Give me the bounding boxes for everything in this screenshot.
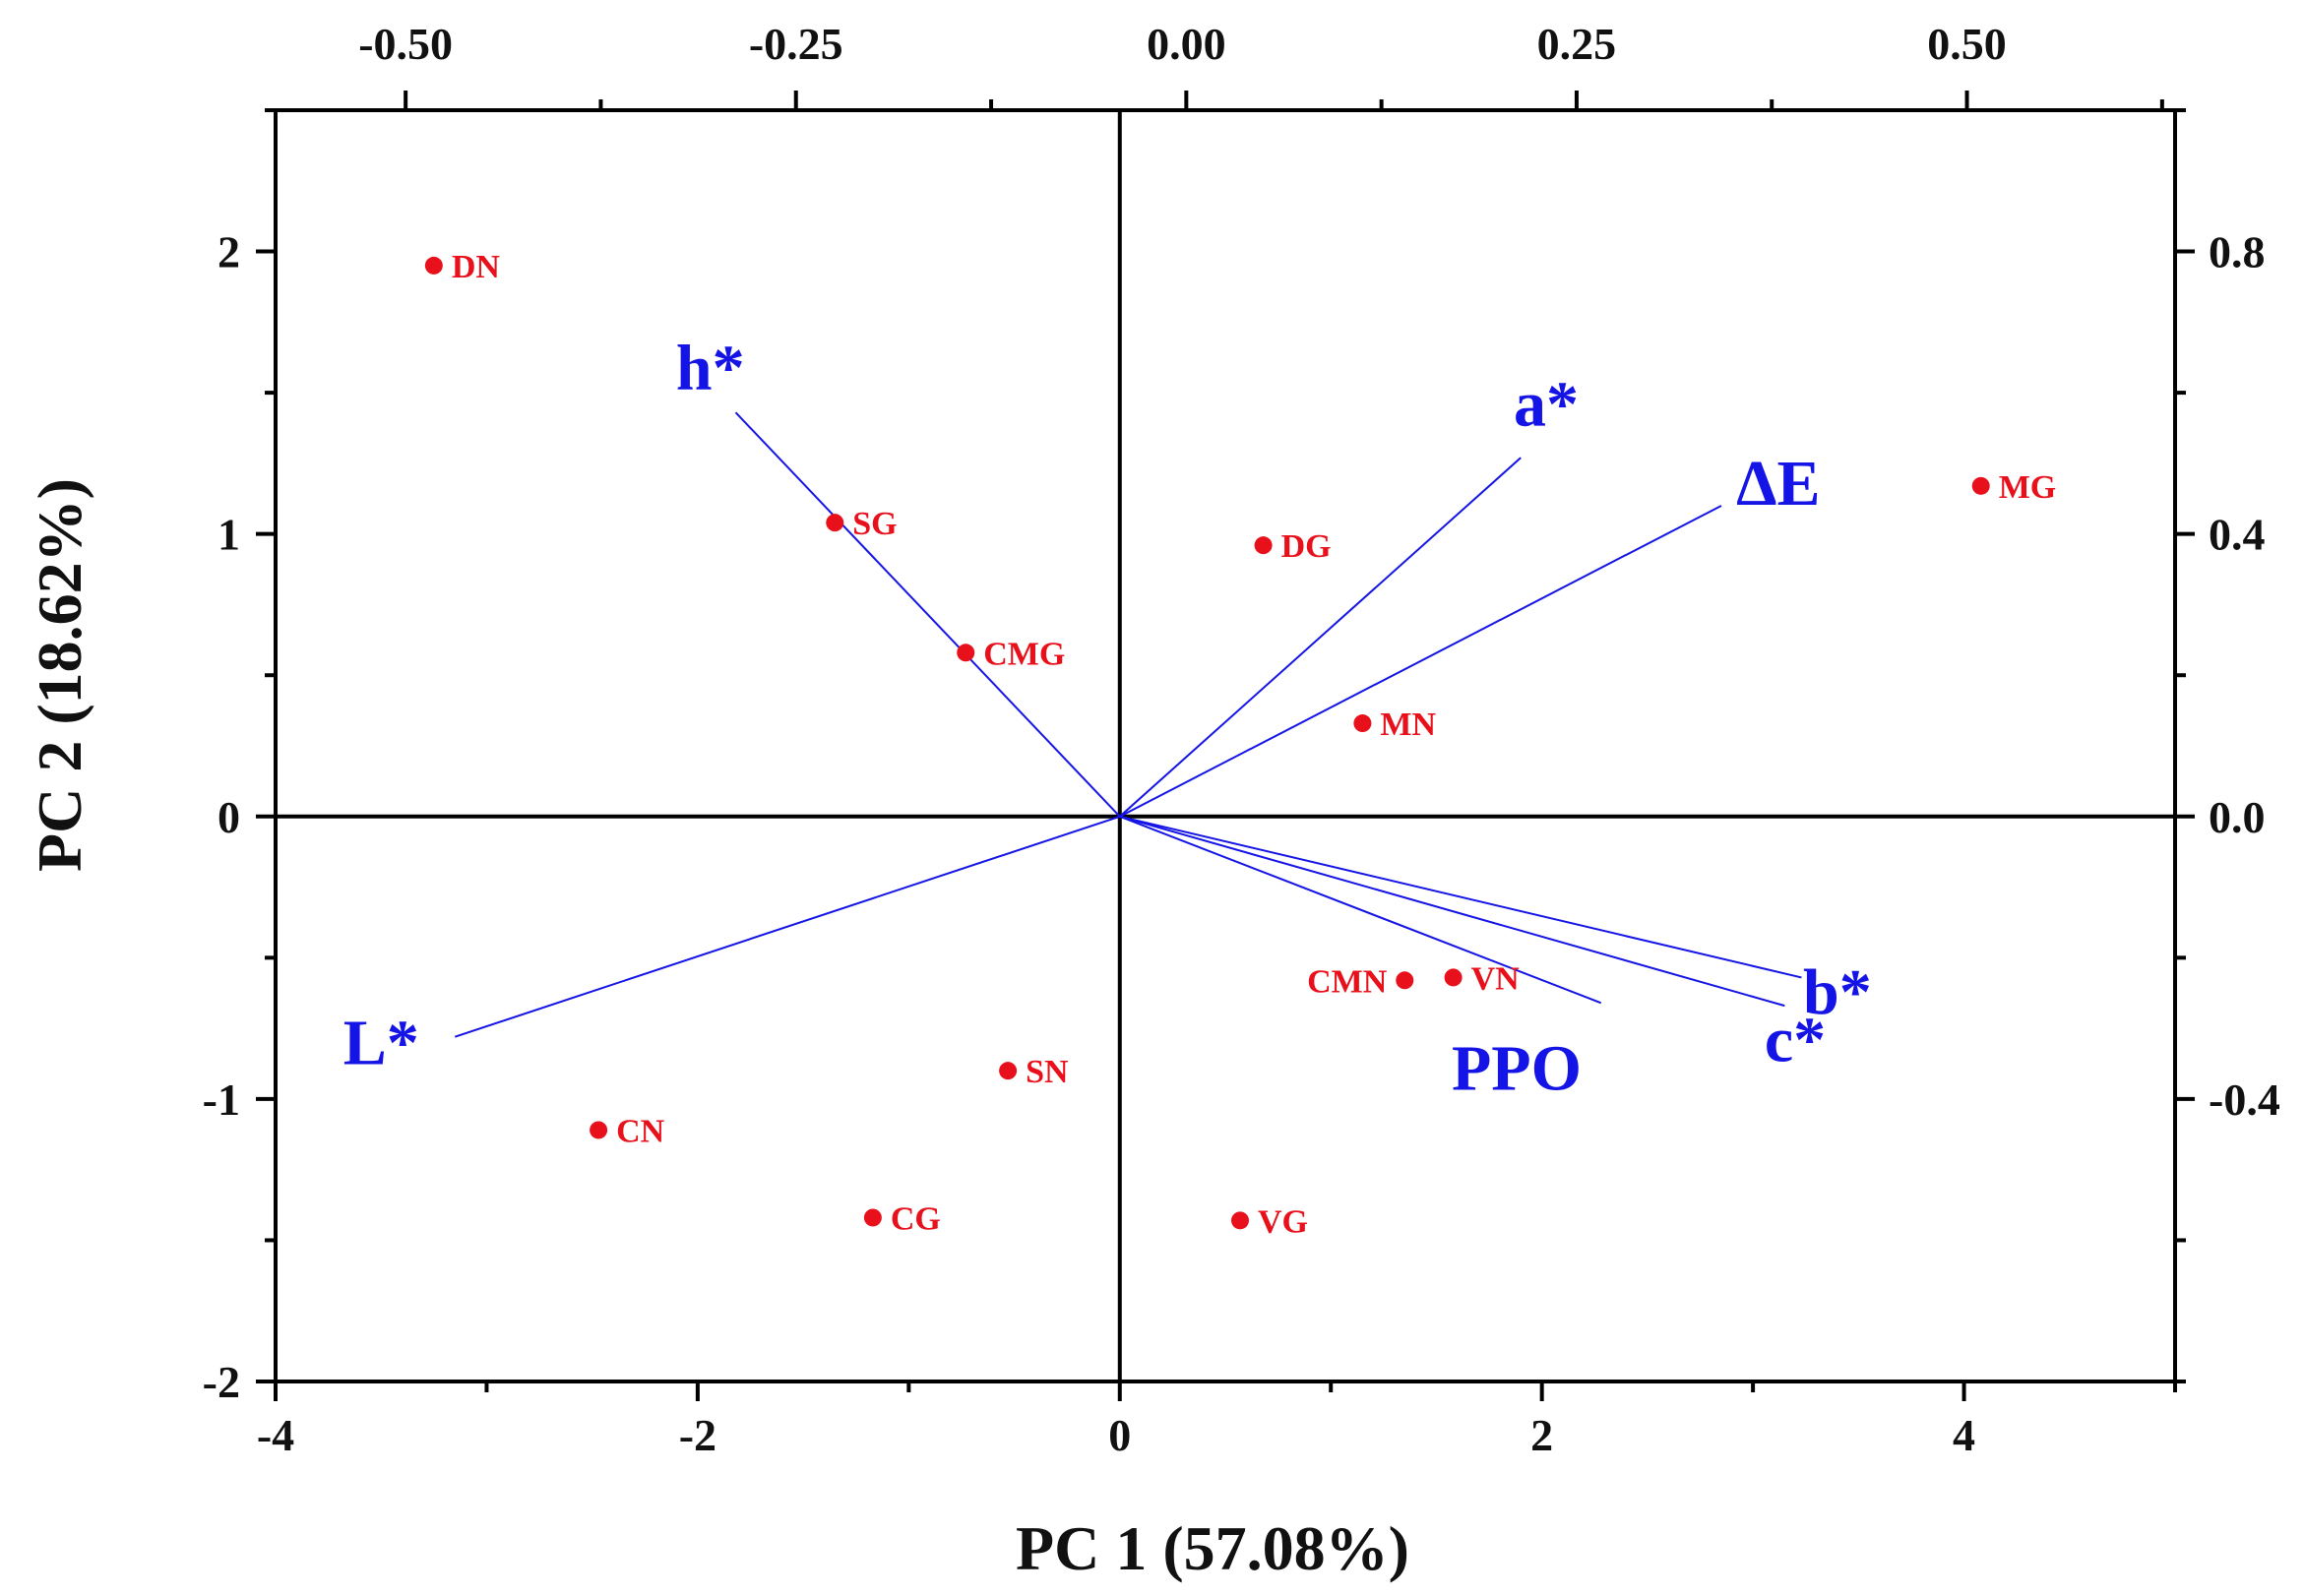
y-axis-title: PC 2 (18.62%) bbox=[25, 478, 94, 872]
score-point bbox=[826, 514, 844, 532]
score-label: VG bbox=[1258, 1203, 1308, 1240]
loading-label: ΔE bbox=[1736, 448, 1820, 520]
loading-vector bbox=[1119, 815, 1602, 1005]
top-tick-label: -0.50 bbox=[358, 19, 453, 69]
loading-vector bbox=[1119, 457, 1522, 818]
score-point bbox=[590, 1121, 608, 1139]
score-label: MN bbox=[1380, 706, 1436, 743]
loading-label: h* bbox=[676, 332, 745, 403]
loading-label: L* bbox=[343, 1007, 419, 1078]
score-point bbox=[1353, 714, 1372, 733]
score-label: CMN bbox=[1307, 963, 1388, 1000]
right-tick-label: 0.0 bbox=[2209, 792, 2266, 842]
right-tick-label: 0.4 bbox=[2209, 510, 2266, 560]
top-tick-label: 0.50 bbox=[1927, 19, 2007, 69]
score-point bbox=[957, 644, 975, 662]
score-label: VN bbox=[1471, 960, 1521, 997]
score-label: CG bbox=[891, 1200, 941, 1237]
y-tick-label: -1 bbox=[203, 1074, 240, 1125]
score-label: CMG bbox=[983, 636, 1065, 672]
score-label: SN bbox=[1026, 1054, 1069, 1090]
right-tick-label: 0.8 bbox=[2209, 227, 2266, 277]
right-tick-label: -0.4 bbox=[2209, 1074, 2280, 1125]
score-point bbox=[1231, 1211, 1250, 1230]
top-tick-label: -0.25 bbox=[749, 19, 843, 69]
loading-vector bbox=[1119, 815, 1785, 1008]
y-tick-label: -2 bbox=[203, 1357, 240, 1407]
x-tick-label: 4 bbox=[1953, 1410, 1975, 1460]
top-tick-label: 0.25 bbox=[1537, 19, 1617, 69]
score-point bbox=[424, 256, 443, 275]
x-tick-label: 2 bbox=[1530, 1410, 1553, 1460]
loading-vector bbox=[1119, 505, 1722, 818]
loading-vector bbox=[734, 411, 1121, 818]
loading-label: b* bbox=[1803, 956, 1872, 1028]
score-label: DG bbox=[1281, 528, 1332, 565]
score-point bbox=[1396, 971, 1414, 990]
score-point bbox=[999, 1062, 1018, 1080]
score-label: CN bbox=[616, 1113, 665, 1149]
top-tick-label: 0.00 bbox=[1147, 19, 1226, 69]
score-point bbox=[1971, 476, 1990, 495]
plot-frame bbox=[274, 108, 2177, 1383]
loading-vector bbox=[1119, 815, 1802, 979]
score-point bbox=[1254, 536, 1273, 555]
y-tick-label: 1 bbox=[218, 510, 240, 560]
score-point bbox=[863, 1208, 882, 1227]
x-tick-label: -4 bbox=[257, 1410, 294, 1460]
y-tick-label: 0 bbox=[218, 792, 240, 842]
x-tick-label: 0 bbox=[1108, 1410, 1131, 1460]
loading-label: c* bbox=[1765, 1005, 1826, 1076]
score-point bbox=[1444, 968, 1463, 987]
loading-label: PPO bbox=[1452, 1032, 1582, 1104]
x-tick-label: -2 bbox=[679, 1410, 716, 1460]
loading-label: a* bbox=[1514, 369, 1579, 441]
y-tick-label: 2 bbox=[218, 227, 240, 277]
x-axis-title: PC 1 (57.08%) bbox=[1016, 1513, 1409, 1583]
loading-vector bbox=[454, 815, 1121, 1038]
score-label: SG bbox=[852, 506, 897, 542]
score-label: DN bbox=[452, 249, 501, 285]
score-label: MG bbox=[1999, 469, 2057, 506]
